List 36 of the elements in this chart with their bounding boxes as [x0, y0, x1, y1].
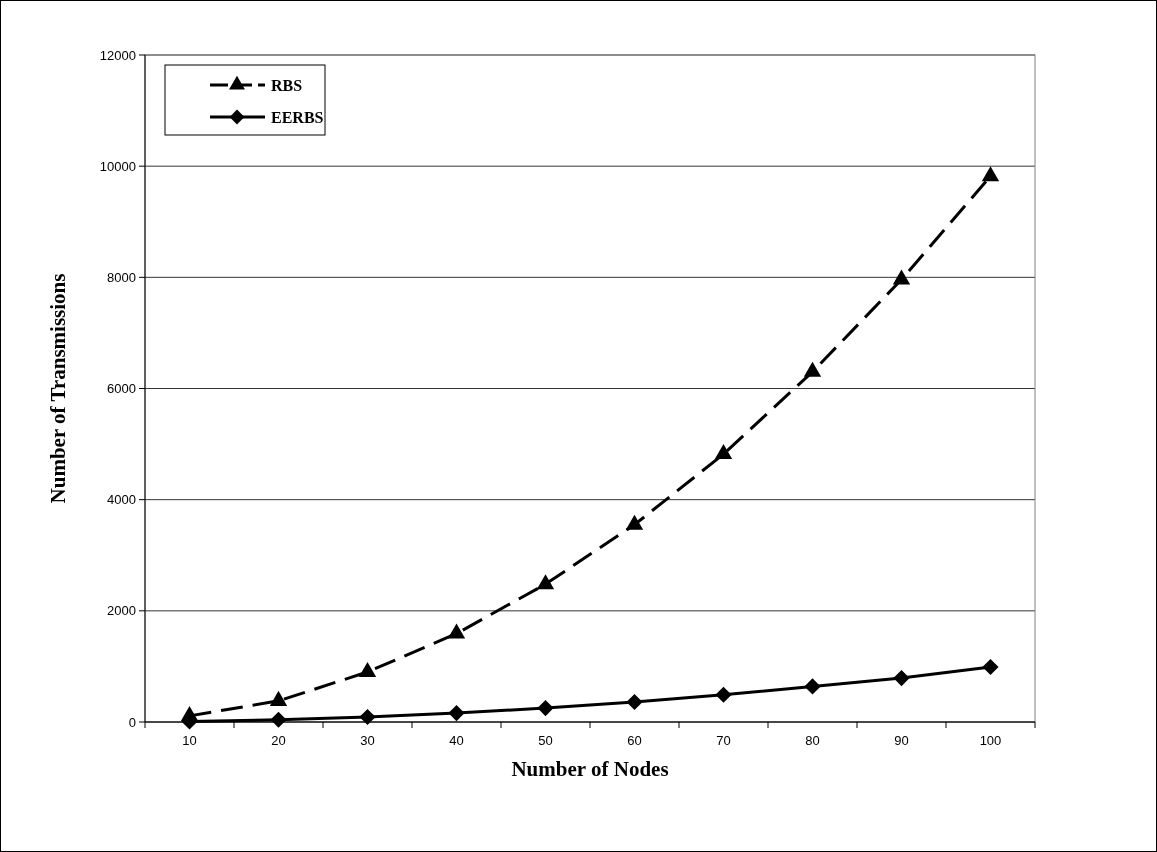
y-tick-label: 10000 — [99, 158, 136, 174]
point — [714, 444, 733, 460]
point — [359, 708, 376, 726]
x-axis-title: Number of Nodes — [511, 757, 669, 781]
point — [893, 670, 910, 687]
x-tick-label: 100 — [979, 733, 1002, 748]
x-tick-label: 40 — [449, 733, 464, 748]
x-tick-label: 20 — [271, 733, 286, 748]
y-tick-label: 4000 — [107, 492, 136, 508]
x-tick-label: 90 — [894, 733, 909, 748]
point — [982, 658, 999, 676]
point — [803, 361, 822, 377]
x-tick-label: 60 — [627, 733, 642, 748]
x-tick-label: 10 — [182, 733, 197, 748]
point — [981, 166, 1000, 182]
y-tick-label: 2000 — [107, 603, 136, 619]
y-tick-label: 6000 — [107, 381, 136, 397]
x-tick-label: 70 — [716, 733, 731, 748]
y-tick-label: 8000 — [107, 269, 136, 285]
x-tick-label: 30 — [360, 733, 375, 748]
point — [537, 700, 554, 717]
point — [892, 269, 911, 285]
point — [270, 711, 287, 728]
point — [804, 678, 821, 695]
x-tick-label: 50 — [538, 733, 553, 748]
point — [536, 574, 555, 590]
point — [625, 514, 644, 530]
x-tick-label: 80 — [805, 733, 820, 748]
y-tick-label: 12000 — [99, 47, 136, 63]
y-axis-title: Number of Transmissions — [46, 273, 70, 504]
point — [715, 686, 732, 703]
legend-label: EERBS — [271, 109, 324, 126]
point — [448, 705, 465, 722]
point — [626, 693, 643, 711]
y-tick-label: 0 — [128, 714, 136, 730]
legend-label: RBS — [271, 77, 303, 94]
